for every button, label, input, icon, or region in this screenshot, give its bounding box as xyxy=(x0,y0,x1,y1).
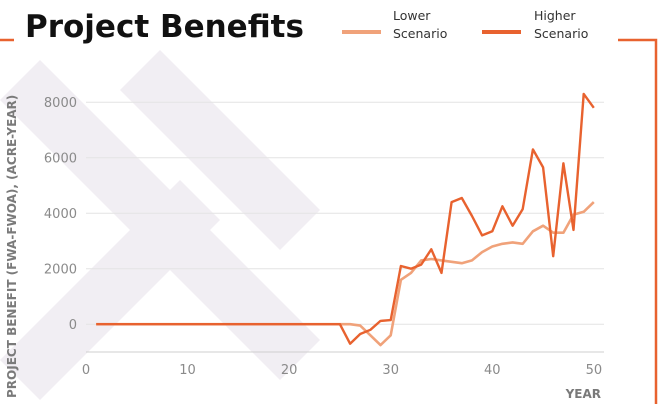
x-axis-ticks: 0 10 20 30 40 50 xyxy=(82,363,602,378)
gridlines xyxy=(86,101,604,353)
y-tick-label-8000: 8000 xyxy=(44,96,77,111)
x-tick-label-40: 40 xyxy=(484,363,501,378)
legend-label-lower-line2: Scenario xyxy=(393,26,447,41)
frame-right-border xyxy=(618,38,658,404)
y-tick-label-2000: 2000 xyxy=(44,263,77,278)
legend-label-higher-line1: Higher xyxy=(534,8,576,23)
y-axis-ticks: 0 2000 4000 6000 8000 xyxy=(44,96,77,333)
chart-title: Project Benefits xyxy=(25,9,304,45)
y-tick-label-6000: 6000 xyxy=(44,152,77,167)
y-tick-label-4000: 4000 xyxy=(44,207,77,222)
x-tick-label-10: 10 xyxy=(179,363,196,378)
x-tick-label-0: 0 xyxy=(82,363,90,378)
x-tick-label-30: 30 xyxy=(382,363,399,378)
legend: Lower Scenario Higher Scenario xyxy=(342,8,588,41)
legend-label-lower-line1: Lower xyxy=(393,8,431,23)
series-line-higher-scenario xyxy=(96,92,595,345)
watermark-graphic xyxy=(0,50,320,400)
chart-frame xyxy=(0,38,658,404)
watermark-stroke-2 xyxy=(120,50,320,250)
y-tick-label-0: 0 xyxy=(69,318,77,333)
y-axis-title: PROJECT BENEFIT (FWA-FWOA), (ACRE-YEAR) xyxy=(5,95,19,398)
watermark-stroke-3 xyxy=(0,180,220,400)
x-axis-title: YEAR xyxy=(565,387,601,401)
x-tick-label-50: 50 xyxy=(586,363,603,378)
legend-label-higher-line2: Scenario xyxy=(534,26,588,41)
x-tick-label-20: 20 xyxy=(281,363,298,378)
data-lines xyxy=(96,92,595,347)
